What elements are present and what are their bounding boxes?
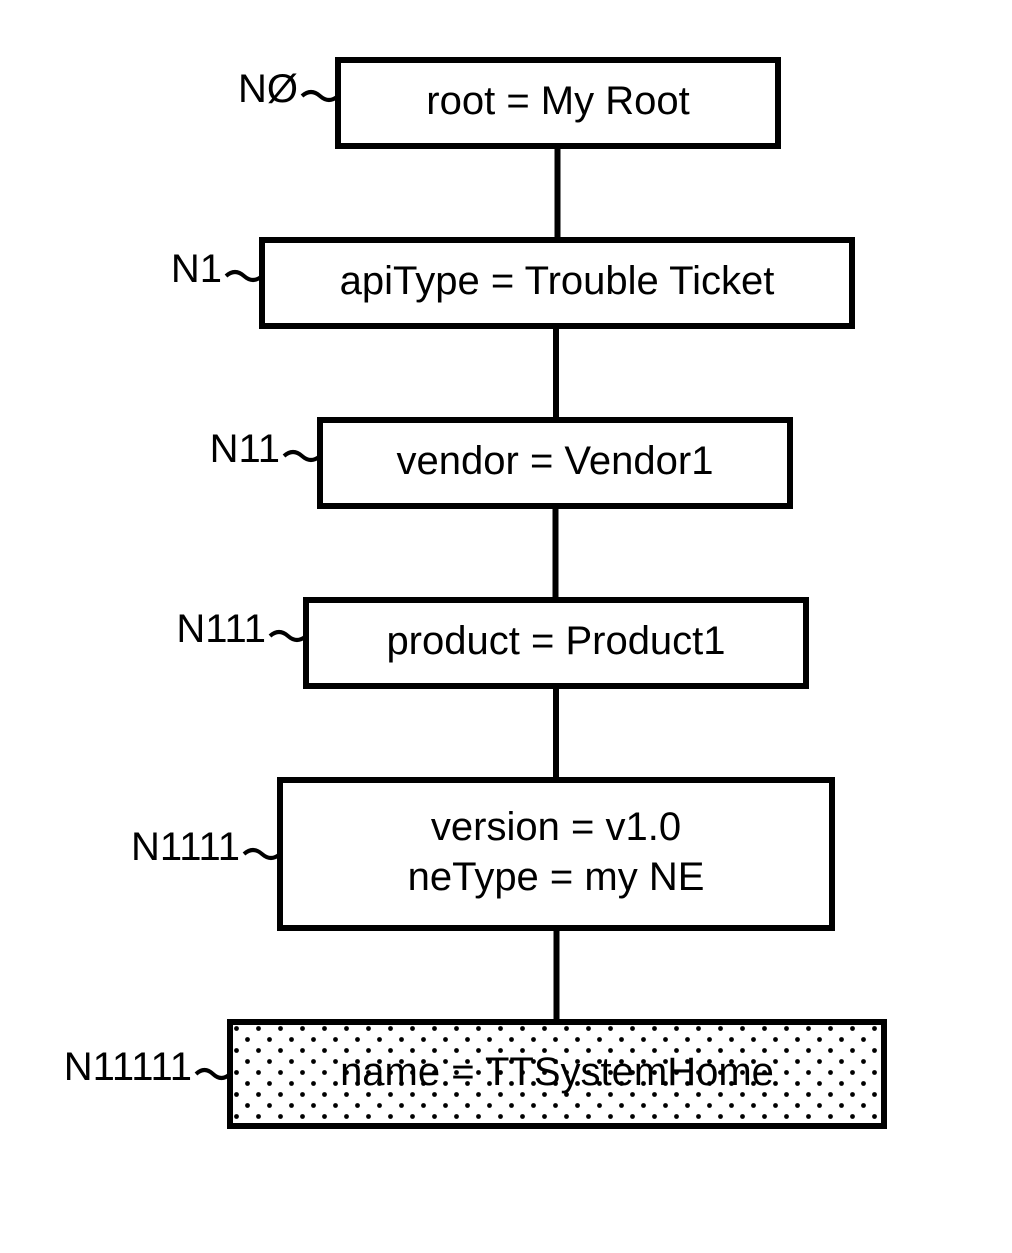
id-label: N11111 <box>64 1045 192 1089</box>
node-text: root = My Root <box>426 79 689 123</box>
squiggle-connector <box>244 850 280 858</box>
id-labels: NØ N1 N11 N111 N1111 N11111 <box>64 67 338 1089</box>
id-label: N1111 <box>131 825 240 869</box>
node-text: vendor = Vendor1 <box>397 439 714 483</box>
id-label: N111 <box>176 607 266 651</box>
node-text: apiType = Trouble Ticket <box>340 259 775 303</box>
node-n1111: version = v1.0 neType = my NE <box>280 780 832 928</box>
tree-diagram: root = My Root apiType = Trouble Ticket ve… <box>0 0 1012 1253</box>
node-text: version = v1.0 <box>431 805 681 849</box>
node-text: neType = my NE <box>408 855 705 899</box>
id-label: N1 <box>171 247 222 291</box>
node-n1: apiType = Trouble Ticket <box>262 240 852 326</box>
squiggle-connector <box>270 632 306 640</box>
node-n0: root = My Root <box>338 60 778 146</box>
node-n11111: name = TTSystemHome <box>230 1022 884 1126</box>
squiggle-connector <box>284 452 320 460</box>
node-text: name = TTSystemHome <box>340 1050 774 1094</box>
squiggle-connector <box>196 1070 230 1078</box>
id-label: N11 <box>210 427 280 471</box>
id-label: NØ <box>238 67 298 111</box>
node-n11: vendor = Vendor1 <box>320 420 790 506</box>
node-n111: product = Product1 <box>306 600 806 686</box>
squiggle-connector <box>226 272 262 280</box>
node-text: product = Product1 <box>386 619 725 663</box>
squiggle-connector <box>302 92 338 100</box>
